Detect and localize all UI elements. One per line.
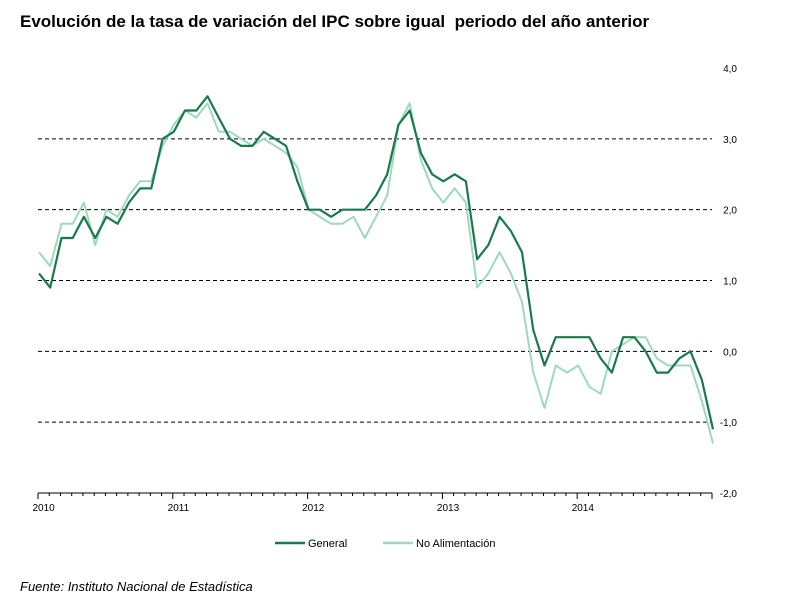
legend-label: No Alimentación xyxy=(416,538,496,550)
x-tick-label: 2014 xyxy=(572,503,595,514)
x-tick-label: 2010 xyxy=(32,503,55,514)
y-tick-label: 3,0 xyxy=(723,135,737,146)
y-tick-label: 1,0 xyxy=(723,277,737,288)
y-tick-label: -1,0 xyxy=(720,418,738,429)
series-line-no-alimentacion xyxy=(38,102,714,444)
x-tick-label: 2013 xyxy=(437,503,460,514)
series-line-general xyxy=(38,95,715,430)
x-tick-label: 2011 xyxy=(168,503,190,514)
chart-title: Evolución de la tasa de variación del IP… xyxy=(20,12,650,31)
y-tick-label: 4,0 xyxy=(723,64,737,75)
y-tick-label: 0,0 xyxy=(723,347,737,358)
y-tick-label: -2,0 xyxy=(720,489,738,500)
x-tick-label: 2012 xyxy=(302,503,325,514)
source-note: Fuente: Instituto Nacional de Estadístic… xyxy=(20,579,253,594)
y-tick-label: 2,0 xyxy=(723,206,737,217)
legend-label: General xyxy=(308,538,347,550)
